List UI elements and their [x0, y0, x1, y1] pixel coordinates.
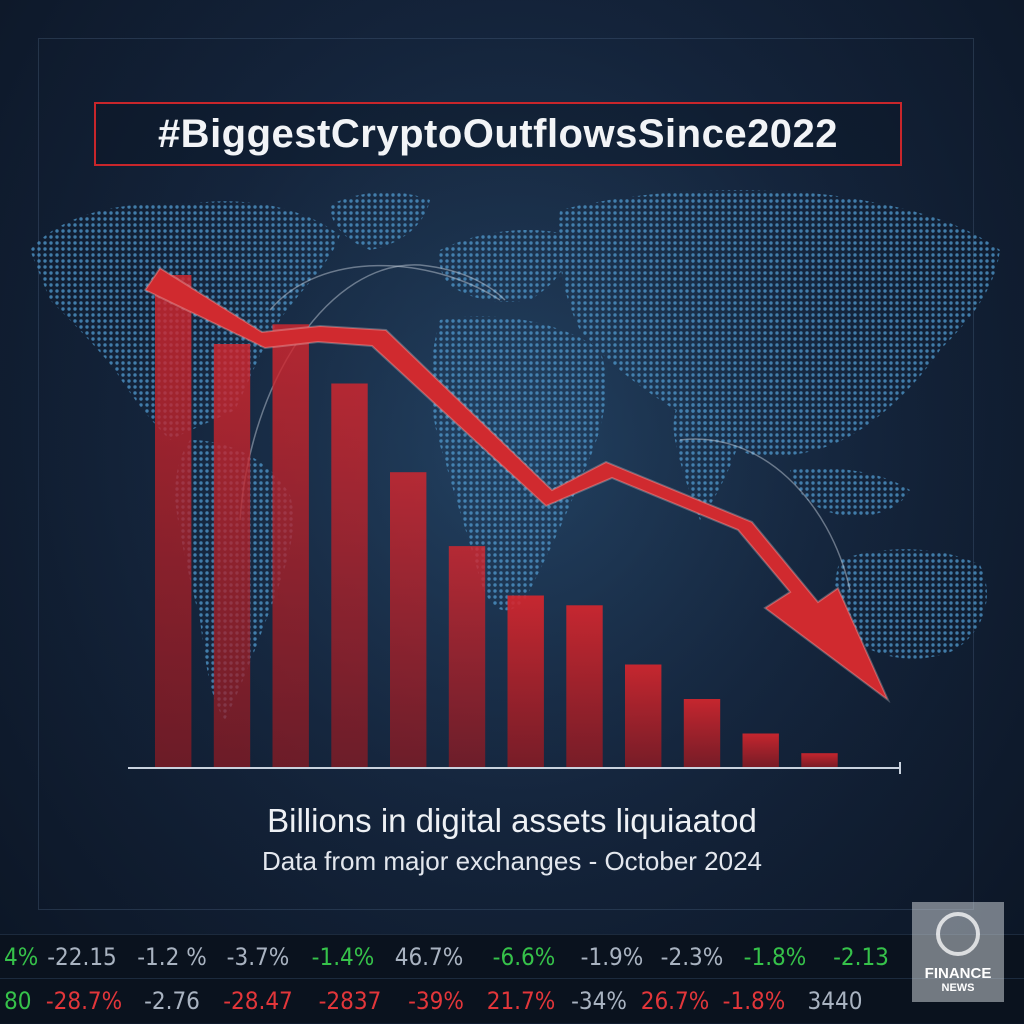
bar-5 — [390, 472, 427, 768]
logo-line-1: FINANCE — [924, 965, 992, 982]
bars-group — [155, 275, 838, 768]
bar-3 — [272, 324, 309, 768]
bar-7 — [507, 595, 544, 768]
finance-news-logo: FINANCE NEWS — [912, 902, 1004, 1002]
ticker-row-1-cell: -1.2 % — [137, 943, 207, 971]
bar-12 — [801, 753, 838, 768]
ticker-row-2-cell: -2837 — [318, 987, 382, 1015]
bar-1 — [155, 275, 192, 768]
ticker-row-2-cell: -28.47 — [223, 987, 293, 1015]
ticker-row-2: 80 -28.7% -2.76 -28.47 -2837 -39% 21.7% -34% 26.… — [0, 978, 1024, 1023]
bar-6 — [448, 546, 486, 768]
ticker-row-1-cell: -2.13 — [833, 943, 889, 971]
ticker-row-2-cell: -39% — [408, 987, 464, 1015]
hashtag-title-box: #BiggestCryptoOutflowsSince2022 — [94, 102, 902, 166]
bar-11 — [742, 733, 779, 768]
ticker-row-2-cell: 3440 — [807, 987, 863, 1015]
ticker-row-1-cell: -2.3% — [660, 943, 724, 971]
logo-mark-icon — [936, 912, 980, 956]
ticker-row-2-cell: -1.8% — [722, 987, 786, 1015]
caption-headline: Billions in digital assets liquiaatod — [267, 802, 757, 839]
logo-line-2: NEWS — [941, 982, 975, 994]
ticker-row-1: 4% -22.15 -1.2 % -3.7% -1.4% 46.7% -6.6% -1.9% -… — [0, 934, 1024, 979]
ticker-row-1-cell: 4% — [4, 943, 39, 971]
ticker-row-1-cell: 46.7% — [394, 943, 464, 971]
downtrend-arrow — [143, 266, 891, 704]
ticker-row-2-cell: 26.7% — [640, 987, 710, 1015]
ticker-row-1-cell: -1.8% — [743, 943, 807, 971]
ticker-row-2-cell: -34% — [571, 987, 627, 1015]
ticker-row-1-cell: -22.15 — [47, 943, 117, 971]
ticker-row-1-cell: -1.4% — [311, 943, 375, 971]
bar-2 — [213, 344, 251, 768]
ticker-row-2-cell: 80 — [4, 987, 32, 1015]
connection-arcs — [239, 264, 851, 591]
ticker-row-2-cell: 21.7% — [486, 987, 556, 1015]
ticker-row-1-cell: -6.6% — [492, 943, 556, 971]
caption-source: Data from major exchanges - October 2024 — [261, 846, 763, 876]
bar-10 — [683, 699, 721, 768]
chart-title: #BiggestCryptoOutflowsSince2022 — [157, 111, 839, 156]
ticker-row-1-cell: -3.7% — [226, 943, 290, 971]
bar-9 — [625, 664, 662, 768]
bar-4 — [331, 383, 368, 768]
bar-8 — [566, 605, 603, 768]
ticker-row-2-cell: -28.7% — [45, 987, 123, 1015]
ticker-row-1-cell: -1.9% — [580, 943, 644, 971]
ticker-row-2-cell: -2.76 — [144, 987, 200, 1015]
